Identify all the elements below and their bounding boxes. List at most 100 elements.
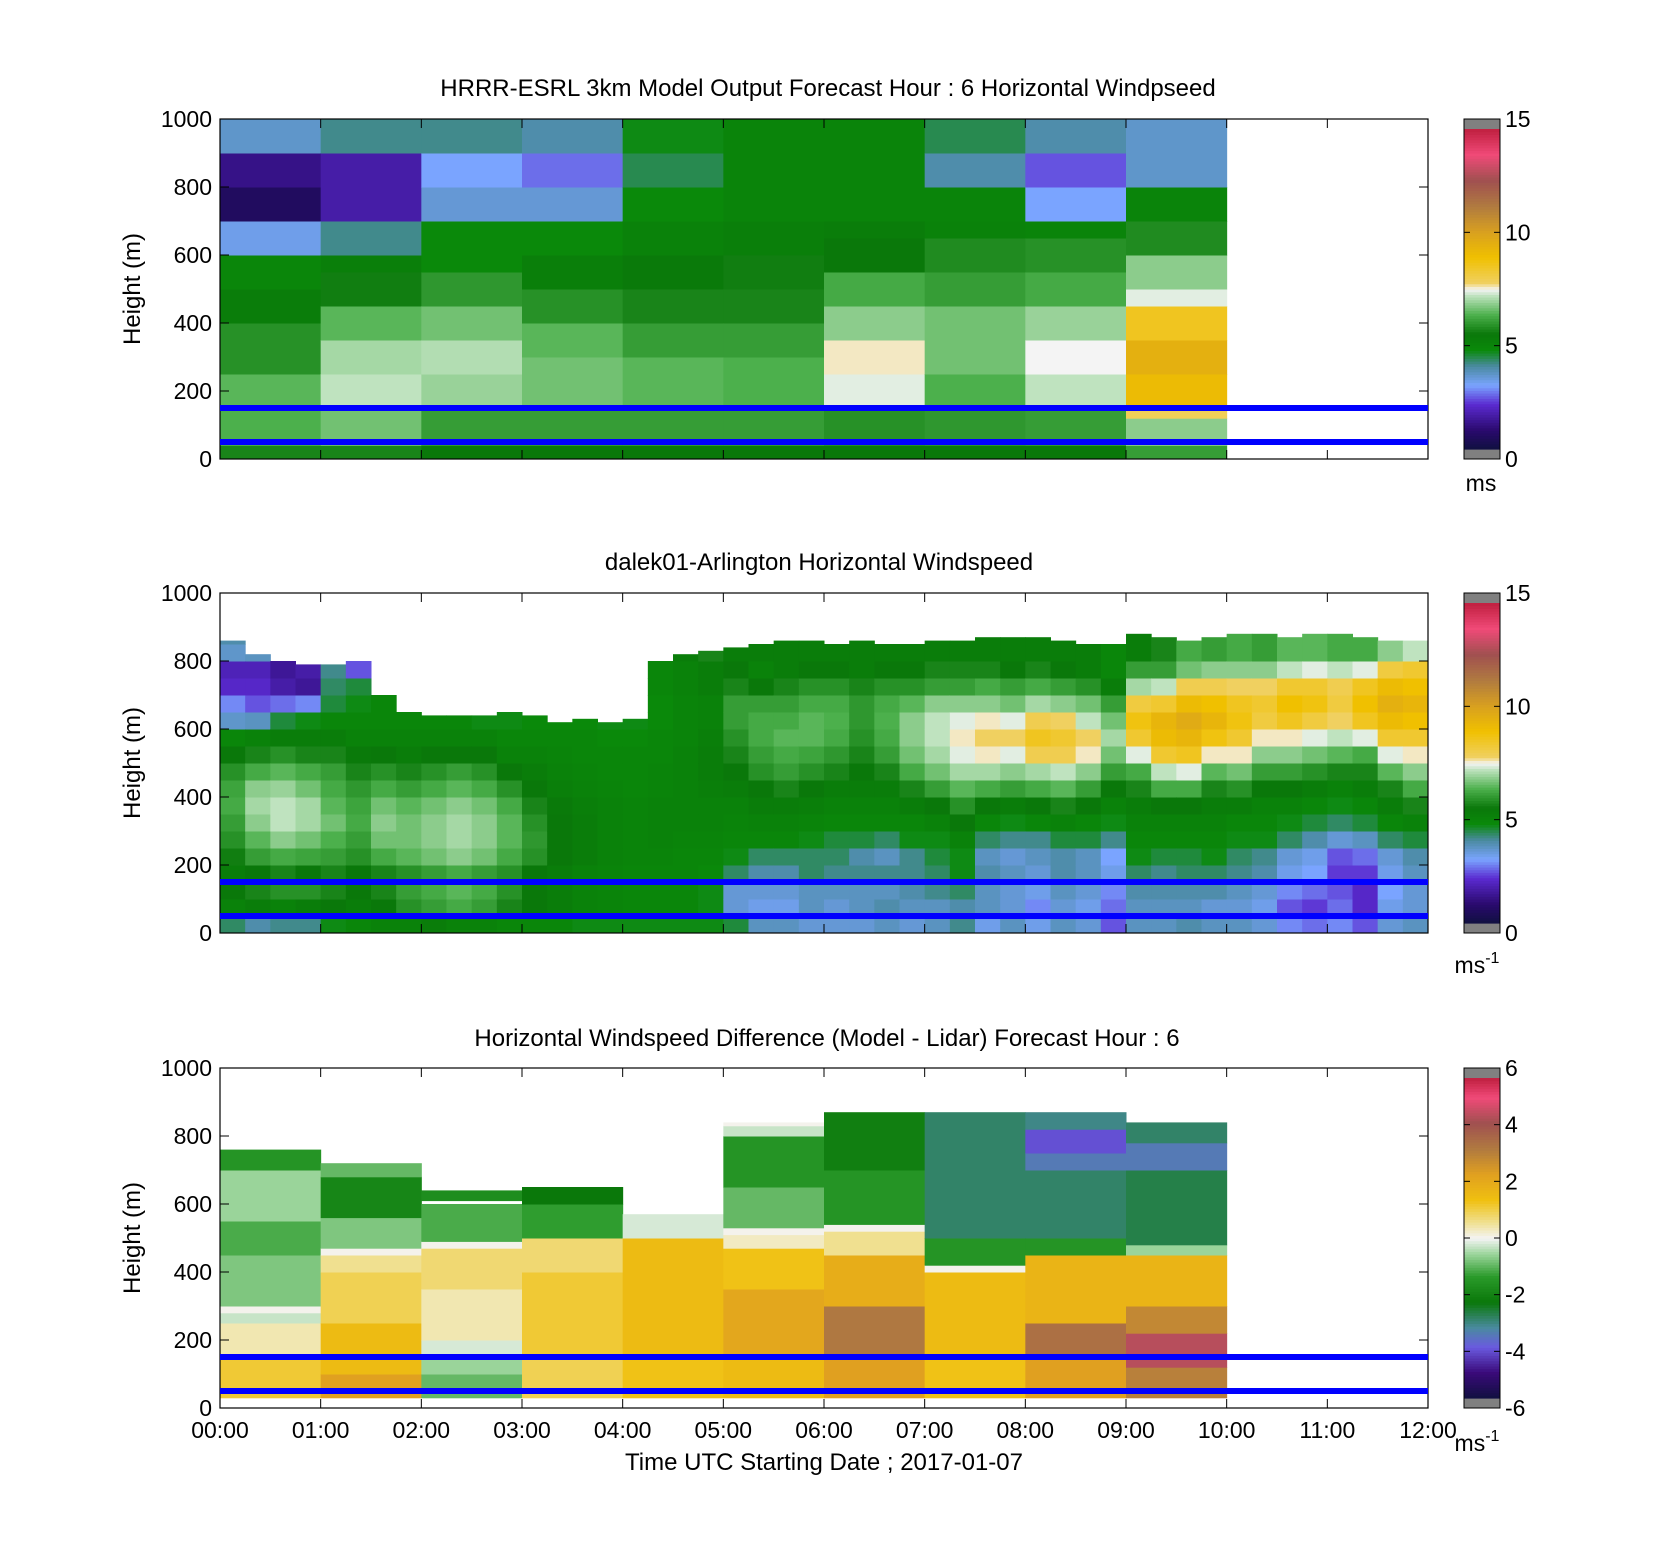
- colorbar-swatch-99: [1464, 1131, 1500, 1135]
- colorbar-swatch-26: [1464, 1326, 1500, 1330]
- x-tick-label-11: 11:00: [1299, 1417, 1355, 1443]
- cell-13-10: [547, 746, 573, 764]
- cell-6-4: [824, 1224, 926, 1232]
- colorbar-swatch-34: [1464, 355, 1500, 359]
- cell-1-5: [245, 831, 271, 849]
- colorbar-swatch-71: [1464, 257, 1500, 261]
- cell-31-14: [1000, 678, 1026, 696]
- cell-23-8: [798, 780, 825, 798]
- cell-14-3: [572, 865, 598, 883]
- cell-45-9: [1352, 763, 1379, 781]
- cell-41-1: [1251, 899, 1278, 917]
- cell-7-2: [924, 1265, 1026, 1273]
- cell-41-13: [1251, 695, 1278, 713]
- colorbar-swatch-112: [1464, 147, 1500, 151]
- cell-0-8: [220, 780, 246, 798]
- colorbar-swatch-11: [1464, 891, 1500, 895]
- cell-10-1: [471, 899, 498, 917]
- cell-30-11: [975, 729, 1001, 747]
- difference-y-axis: 0 200 400 600 800 1000: [161, 1055, 1428, 1421]
- colorbar-cap-bottom: [1464, 449, 1500, 459]
- cell-7-4: [396, 848, 422, 866]
- cell-8-1: [421, 899, 447, 917]
- colorbar-swatch-34: [1464, 829, 1500, 833]
- cell-46-5: [1377, 831, 1404, 849]
- cell-1-9: [320, 119, 422, 154]
- cell-8-3: [1025, 340, 1127, 375]
- cell-38-3: [1176, 865, 1202, 883]
- colorbar-swatch-86: [1464, 217, 1500, 221]
- cell-32-11: [1025, 729, 1051, 747]
- cell-0-2: [220, 374, 322, 409]
- colorbar-swatch-28: [1464, 845, 1500, 849]
- cell-0-1: [220, 899, 246, 917]
- cell-3-0: [295, 916, 322, 934]
- cell-18-7: [673, 797, 699, 815]
- cell-23-13: [798, 695, 825, 713]
- cell-15-5: [597, 831, 624, 849]
- colorbar-swatch-11: [1464, 417, 1500, 421]
- colorbar-swatch-40: [1464, 1288, 1500, 1292]
- cell-6-4: [371, 848, 397, 866]
- colorbar-swatch-32: [1464, 1310, 1500, 1314]
- cell-21-1: [748, 899, 775, 917]
- colorbar-swatch-61: [1464, 757, 1500, 761]
- cell-29-8: [949, 780, 976, 798]
- cell-5-15: [345, 661, 372, 679]
- colorbar-swatch-15: [1464, 406, 1500, 410]
- colorbar-swatch-119: [1464, 1078, 1500, 1082]
- cell-32-0: [1025, 916, 1051, 934]
- colorbar-swatch-81: [1464, 704, 1500, 708]
- cell-12-8: [522, 780, 548, 798]
- cell-19-11: [698, 729, 724, 747]
- cell-5-3: [723, 323, 825, 358]
- cell-34-1: [1075, 899, 1102, 917]
- colorbar-swatch-64: [1464, 1224, 1500, 1228]
- cell-15-0: [597, 916, 624, 934]
- colorbar-swatch-2: [1464, 441, 1500, 445]
- cell-1-5: [320, 272, 422, 307]
- cell-17-8: [647, 780, 674, 798]
- model-y-axis-label: Height (m): [119, 233, 146, 345]
- colorbar-swatch-95: [1464, 1142, 1500, 1146]
- cell-19-5: [698, 831, 724, 849]
- colorbar-swatch-27: [1464, 374, 1500, 378]
- cell-38-2: [1176, 882, 1202, 900]
- cell-6-10: [371, 746, 397, 764]
- cell-3-8: [522, 153, 624, 188]
- cell-43-9: [1302, 763, 1328, 781]
- cell-0-15: [220, 661, 246, 679]
- colorbar-swatch-48: [1464, 792, 1500, 796]
- cell-34-4: [1075, 848, 1102, 866]
- cell-39-3: [1201, 865, 1228, 883]
- colorbar-swatch-114: [1464, 142, 1500, 146]
- colorbar-swatch-71: [1464, 731, 1500, 735]
- lidar-heatmap: [220, 633, 1429, 934]
- cell-24-4: [824, 848, 850, 866]
- cell-12-11: [522, 729, 548, 747]
- cell-9-4: [1126, 340, 1228, 375]
- cell-44-16: [1327, 644, 1353, 662]
- colorbar-swatch-10: [1464, 893, 1500, 897]
- cell-2-0: [421, 1374, 523, 1399]
- cell-29-9: [949, 763, 976, 781]
- cell-0-3: [220, 865, 246, 883]
- cell-18-9: [673, 763, 699, 781]
- colorbar-swatch-65: [1464, 747, 1500, 751]
- colorbar-swatch-67: [1464, 741, 1500, 745]
- cell-5-4: [723, 289, 825, 324]
- cell-19-4: [698, 848, 724, 866]
- cell-24-16: [824, 644, 850, 662]
- colorbar-swatch-20: [1464, 1342, 1500, 1346]
- lidar-x-axis: [219, 593, 1429, 933]
- cell-42-4: [1277, 848, 1303, 866]
- cell-40-16: [1226, 644, 1253, 662]
- colorbar-swatch-31: [1464, 1312, 1500, 1316]
- cell-11-10: [496, 746, 523, 764]
- cell-7-2: [924, 374, 1026, 409]
- cell-42-3: [1277, 865, 1303, 883]
- colorbar-swatch-39: [1464, 1291, 1500, 1295]
- cell-23-2: [798, 882, 825, 900]
- colorbar-swatch-49: [1464, 315, 1500, 319]
